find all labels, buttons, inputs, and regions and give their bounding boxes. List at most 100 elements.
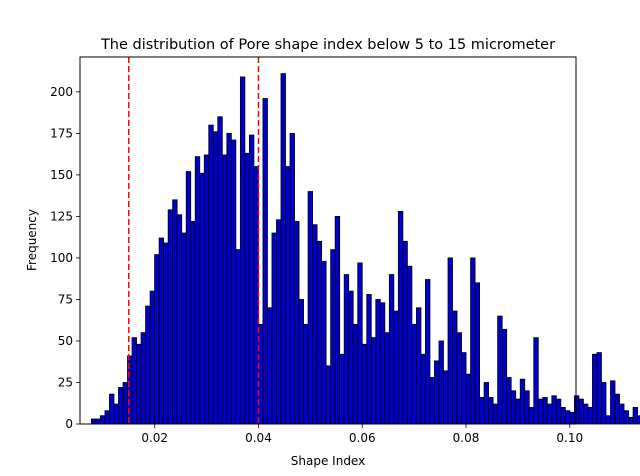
histogram-bar (361, 343, 368, 425)
histogram-bar (632, 406, 638, 425)
histogram-bar (325, 365, 332, 425)
histogram-bar (109, 393, 115, 425)
histogram-bar (163, 242, 169, 425)
histogram-bar (122, 382, 128, 425)
histogram-bar (483, 382, 490, 425)
y-tick-label: 125 (50, 209, 73, 223)
histogram-bar (497, 315, 503, 425)
histogram-bar (506, 377, 512, 425)
histogram-bar (524, 390, 530, 425)
histogram-bar (244, 152, 250, 425)
histogram-bar (91, 418, 97, 425)
histogram-bar (208, 124, 214, 425)
histogram-bar (167, 209, 174, 425)
histogram-bar (429, 377, 435, 425)
histogram-bar (316, 240, 323, 425)
histogram-bar (140, 332, 146, 425)
histogram-bar (492, 403, 499, 425)
histogram-bar (605, 415, 611, 425)
histogram-bar (384, 332, 390, 425)
histogram-bar (289, 132, 295, 425)
histogram-bar (100, 415, 106, 425)
histogram-bar (388, 274, 395, 425)
threshold-lines (128, 57, 260, 424)
histogram-bar (321, 260, 327, 425)
histogram-bar (312, 224, 318, 425)
histogram-bar (411, 323, 417, 425)
histogram-bar (402, 240, 408, 425)
histogram-bar (452, 310, 458, 425)
histogram-bar (172, 199, 178, 425)
histogram-bar (438, 340, 444, 425)
x-axis-label: Shape Index (291, 454, 365, 468)
x-tick-label: 0.04 (245, 431, 272, 445)
histogram-bar (185, 171, 192, 425)
histogram-bar (104, 410, 110, 425)
histogram-bar (176, 214, 183, 425)
y-tick-label: 50 (58, 334, 73, 348)
x-axis-ticks: 0.02 0.04 0.06 0.08 0.10 (141, 424, 583, 445)
histogram-bar (488, 397, 494, 425)
histogram-bar (199, 172, 205, 425)
histogram-bar (95, 418, 101, 425)
histogram-bar (370, 337, 377, 425)
bars-group (91, 73, 640, 425)
histogram-bar (619, 403, 625, 425)
histogram-bar (113, 403, 119, 425)
histogram-bar (425, 279, 431, 425)
histogram-bar (560, 406, 566, 425)
x-tick-label: 0.02 (141, 431, 168, 445)
histogram-bar (248, 134, 255, 425)
histogram-bar (307, 191, 313, 425)
x-tick-label: 0.06 (349, 431, 376, 445)
histogram-bar (280, 73, 286, 425)
chart-title: The distribution of Pore shape index bel… (100, 37, 555, 53)
histogram-bar (379, 302, 386, 425)
histogram-bar (474, 282, 480, 425)
histogram-bar (546, 403, 553, 425)
histogram-bar (573, 395, 580, 425)
histogram-bar (366, 294, 372, 425)
histogram-bar (298, 299, 304, 425)
histogram-bar (343, 274, 350, 425)
histogram-bar (465, 373, 471, 425)
histogram-bar (551, 395, 557, 425)
histogram-bar (303, 323, 309, 425)
histogram-bar (443, 370, 449, 425)
histogram-bar (416, 307, 422, 425)
y-tick-label: 175 (50, 126, 73, 140)
histogram-bar (542, 397, 548, 425)
histogram-bar (190, 220, 196, 425)
plot-frame (79, 56, 577, 425)
histogram-bar (393, 310, 399, 425)
histogram-bar (136, 343, 142, 425)
histogram-bar (118, 387, 124, 425)
histogram-bar (623, 410, 629, 425)
histogram-bar (239, 76, 246, 425)
y-axis-label: Frequency (25, 209, 39, 271)
histogram-bar (501, 328, 508, 425)
histogram-bar (194, 156, 201, 425)
y-tick-label: 75 (58, 292, 73, 306)
histogram-bar (510, 390, 517, 425)
histogram-bar (262, 98, 268, 425)
histogram-bar (470, 257, 476, 425)
histogram-bar (226, 132, 232, 425)
histogram-bar (587, 406, 593, 425)
histogram-bar (447, 257, 453, 425)
histogram-bar (149, 290, 155, 425)
histogram-bar (578, 398, 584, 425)
histogram-bar (348, 290, 354, 425)
histogram-bar (235, 249, 241, 425)
histogram-bar (592, 353, 598, 425)
histogram-bar (330, 249, 336, 425)
histogram-bar (537, 398, 544, 425)
histogram-bar (479, 397, 485, 425)
histogram-bar (628, 416, 634, 425)
histogram-bar (528, 406, 535, 425)
y-axis-ticks: 0 25 50 75 100 125 150 175 200 (50, 85, 80, 431)
histogram-bar (569, 411, 575, 425)
histogram-bar (276, 219, 282, 425)
histogram-bar (154, 254, 160, 425)
